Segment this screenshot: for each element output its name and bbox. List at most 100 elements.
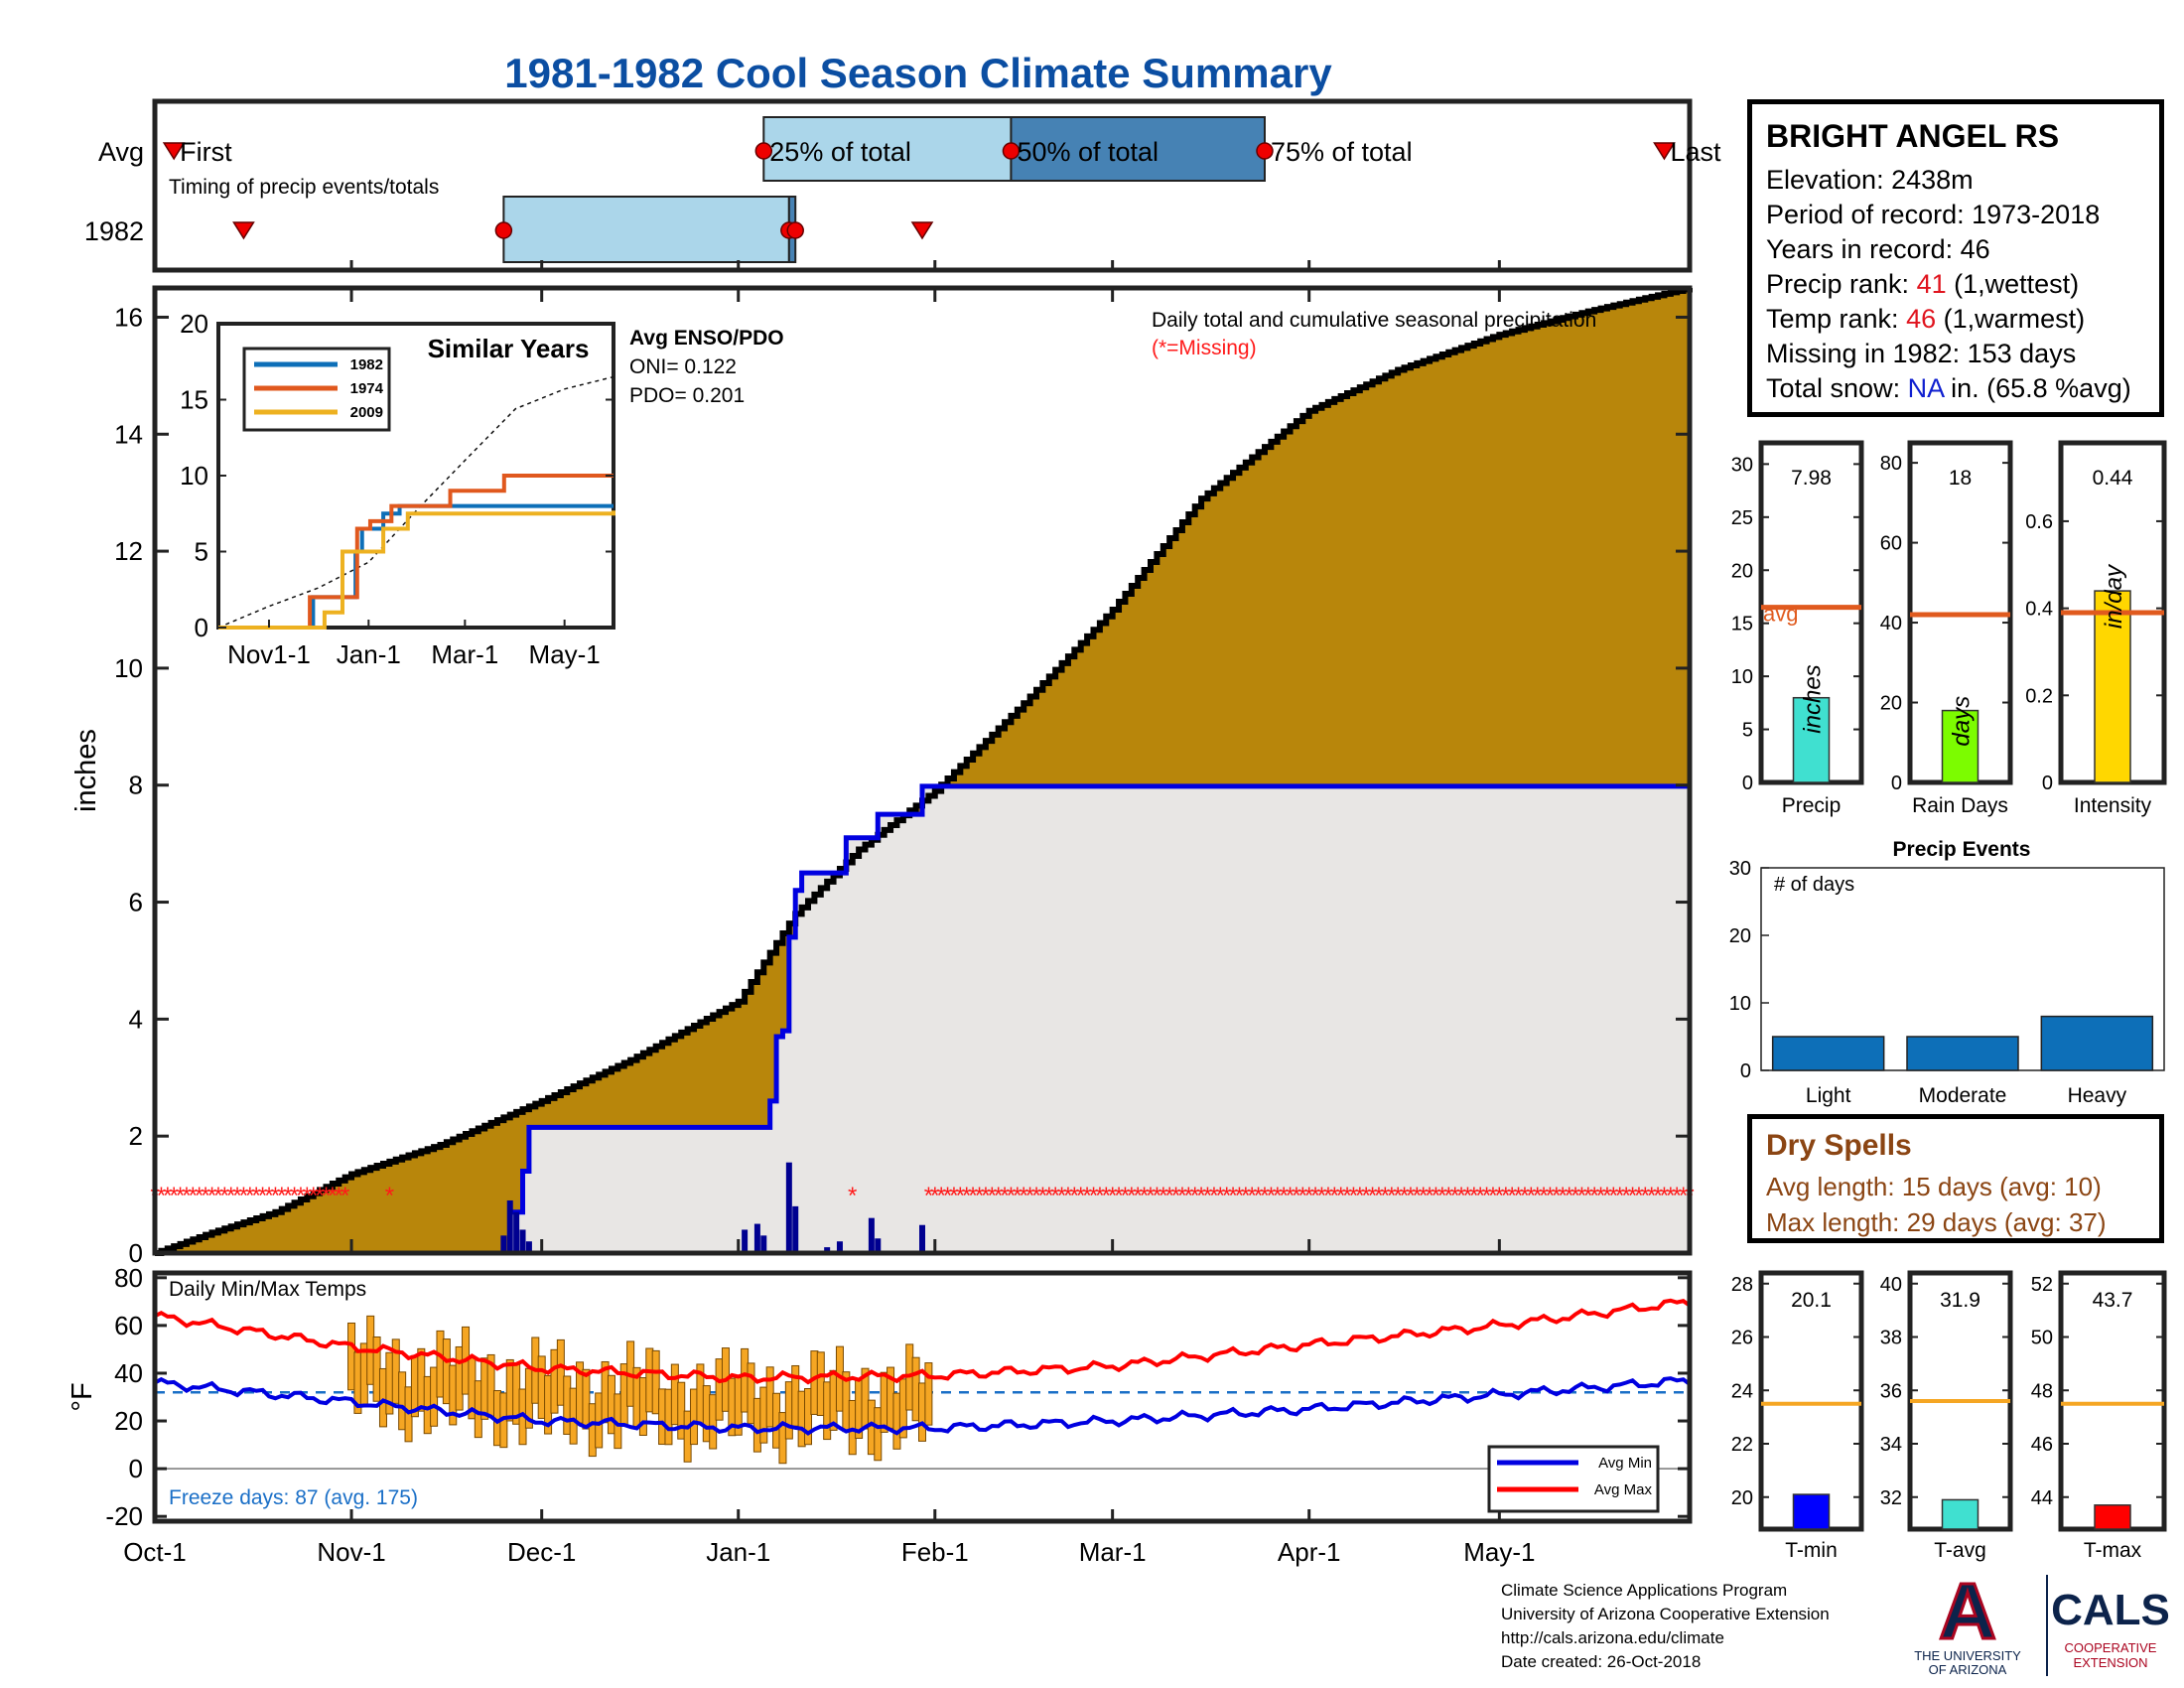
missing-marker-64: * <box>1121 1183 1130 1209</box>
missing-marker-47: * <box>1013 1183 1022 1209</box>
dry-spells-box: Dry Spells Avg length: 15 days (avg: 10)… <box>1747 1114 2164 1243</box>
missing-marker-109: * <box>1406 1183 1415 1209</box>
temp-summary-ytick-label-1-3: 38 <box>1880 1328 1902 1349</box>
daily-precip-bar-7 <box>760 1235 767 1253</box>
daily-precip-bar-5 <box>742 1229 749 1253</box>
missing-marker-33: * <box>924 1183 933 1209</box>
dry-avg-length: Avg length: 15 days (avg: 10) <box>1766 1172 2102 1201</box>
missing-marker-54: * <box>1057 1183 1066 1209</box>
missing-marker-44: * <box>994 1183 1003 1209</box>
precip-summary-avg-label-0: avg <box>1763 602 1798 627</box>
temp-summary-ytick-label-2-3: 50 <box>2031 1328 2053 1349</box>
y1982-q75-marker <box>786 221 804 239</box>
snow-line: Total snow: NA in. (65.8 %avg) <box>1766 371 2145 406</box>
missing-marker-69: * <box>1153 1183 1161 1209</box>
daily-precip-bar-13 <box>875 1238 882 1253</box>
missing-marker-40: * <box>968 1183 977 1209</box>
years-line: Years in record: 46 <box>1766 232 2145 267</box>
inset-xtick-label-3: May-1 <box>529 639 601 669</box>
timing-label-first: First <box>180 137 232 167</box>
timing-label-last: Last <box>1670 137 1721 167</box>
missing-marker-80: * <box>1222 1183 1231 1209</box>
missing-marker-112: * <box>1425 1183 1433 1209</box>
missing-marker-29: * <box>335 1183 343 1209</box>
xtick-label-1: Nov-1 <box>317 1537 385 1567</box>
missing-marker-98: * <box>1336 1183 1345 1209</box>
temp-rank-line: Temp rank: 46 (1,warmest) <box>1766 302 2145 337</box>
missing-marker-93: * <box>1304 1183 1313 1209</box>
missing-marker-145: * <box>1634 1183 1643 1209</box>
missing-marker-142: * <box>1615 1183 1624 1209</box>
missing-marker-137: * <box>1583 1183 1592 1209</box>
precip-events-ytick-label-1: 10 <box>1729 993 1751 1015</box>
cals-logo-line-1: COOPERATIVE <box>2065 1640 2157 1655</box>
xtick-label-3: Jan-1 <box>706 1537 770 1567</box>
missing-marker-82: * <box>1235 1183 1244 1209</box>
missing-marker-96: * <box>1323 1183 1332 1209</box>
missing-marker-31: * <box>385 1183 394 1209</box>
missing-marker-18: * <box>264 1183 273 1209</box>
temp-summary-ytick-label-1-2: 36 <box>1880 1380 1902 1402</box>
missing-marker-8: * <box>201 1183 209 1209</box>
missing-marker-39: * <box>962 1183 971 1209</box>
missing-marker-27: * <box>322 1183 331 1209</box>
timing-row-label-1982: 1982 <box>84 216 144 246</box>
missing-marker-152: * <box>1679 1183 1688 1209</box>
cumulative-1982-area <box>155 785 1690 1253</box>
xtick-label-4: Feb-1 <box>901 1537 969 1567</box>
missing-marker-49: * <box>1025 1183 1034 1209</box>
missing-marker-77: * <box>1203 1183 1212 1209</box>
precip-events-bar-2 <box>2040 1015 2154 1071</box>
elevation-value: 2438m <box>1891 165 1974 195</box>
precip-summary-bar-2 <box>2094 590 2131 783</box>
temps-ytick-label-1: 0 <box>129 1454 143 1483</box>
missing-marker-102: * <box>1362 1183 1371 1209</box>
missing-marker-151: * <box>1673 1183 1682 1209</box>
daily-temp-bar-114 <box>874 1407 883 1462</box>
inset-legend-label-1982: 1982 <box>350 356 383 373</box>
precip-rank-value: 41 <box>1916 269 1947 299</box>
main-ytick-label-0: 0 <box>129 1238 143 1268</box>
temps-ylabel: °F <box>67 1382 98 1411</box>
missing-marker-86: * <box>1260 1183 1269 1209</box>
precip-summary-ytick-label-1-1: 20 <box>1880 693 1902 715</box>
temp-summary-bar-0 <box>1792 1493 1831 1530</box>
missing-marker-129: * <box>1533 1183 1542 1209</box>
avg-q75-marker <box>1256 142 1274 160</box>
missing-marker-124: * <box>1501 1183 1510 1209</box>
temps-ytick-label-0: -20 <box>105 1501 143 1531</box>
missing-marker-88: * <box>1273 1183 1282 1209</box>
precip-summary-ytick-label-2-1: 0.2 <box>2025 685 2053 707</box>
missing-marker-11: * <box>220 1183 229 1209</box>
missing-marker-16: * <box>252 1183 261 1209</box>
precip-summary-ytick-label-0-4: 20 <box>1731 560 1753 582</box>
missing-marker-36: * <box>943 1183 952 1209</box>
years-label: Years in record: <box>1766 234 1961 264</box>
missing-marker-123: * <box>1495 1183 1504 1209</box>
missing-marker-23: * <box>296 1183 305 1209</box>
daily-precip-bar-6 <box>753 1223 760 1253</box>
missing-marker-6: * <box>189 1183 198 1209</box>
precip-summary-ytick-label-2-0: 0 <box>2042 773 2053 794</box>
missing-marker-2: * <box>163 1183 172 1209</box>
missing-marker-46: * <box>1007 1183 1016 1209</box>
missing-marker-30: * <box>341 1183 349 1209</box>
missing-marker-115: * <box>1444 1183 1453 1209</box>
missing-marker-52: * <box>1044 1183 1053 1209</box>
legend-label-avg-min: Avg Min <box>1598 1455 1652 1472</box>
missing-marker-126: * <box>1514 1183 1523 1209</box>
xtick-label-0: Oct-1 <box>123 1537 187 1567</box>
similar-years-inset: 0 5 10 15 20 Nov1-1 Jan-1 Mar-1 May-1 Similar Yea… <box>180 309 615 669</box>
missing-marker-81: * <box>1228 1183 1237 1209</box>
inset-ytick-label-4: 20 <box>180 309 208 339</box>
missing-marker-32: * <box>848 1183 857 1209</box>
missing-marker-147: * <box>1647 1183 1656 1209</box>
enso-title: Avg ENSO/PDO <box>629 327 784 350</box>
y1982-last-marker <box>910 221 934 240</box>
precip-summary-ytick-label-0-2: 10 <box>1731 666 1753 688</box>
dry-spells-title: Dry Spells <box>1766 1129 1912 1162</box>
freeze-days-label: Freeze days: 87 (avg. 175) <box>169 1486 418 1509</box>
daily-precip-bar-12 <box>868 1217 875 1253</box>
missing-marker-141: * <box>1609 1183 1618 1209</box>
